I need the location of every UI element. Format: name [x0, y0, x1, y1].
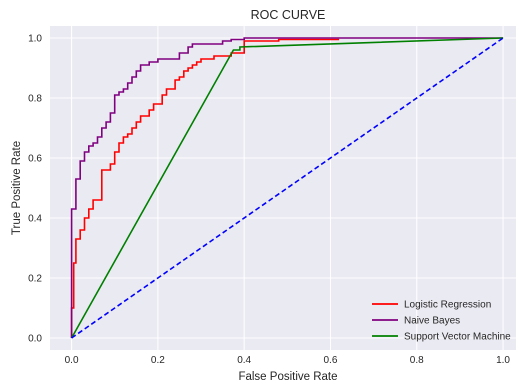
series-line-naive-bayes [70, 37, 504, 338]
chart-title: ROC CURVE [251, 8, 326, 22]
y-tick-label: 0.8 [28, 94, 42, 105]
x-tick-label: 0.4 [237, 355, 251, 366]
series-line-support-vector-machine [70, 37, 504, 339]
legend-label: Support Vector Machine [404, 332, 511, 343]
legend: Logistic Regression Naive Bayes Support Ve… [372, 300, 511, 343]
x-axis-ticks: 0.0 0.2 0.4 0.6 0.8 1.0 [65, 355, 511, 366]
y-tick-label: 1.0 [28, 34, 42, 45]
legend-label: Naive Bayes [404, 316, 460, 327]
x-tick-label: 0.2 [151, 355, 165, 366]
series-line-logistic-regression [70, 38, 340, 338]
series-layer [70, 37, 504, 339]
x-tick-label: 1.0 [496, 355, 510, 366]
grid-lines [50, 26, 516, 350]
y-axis-label: True Positive Rate [11, 141, 23, 235]
x-tick-label: 0.8 [410, 355, 424, 366]
legend-label: Logistic Regression [404, 300, 491, 311]
x-tick-label: 0.6 [324, 355, 338, 366]
y-tick-label: 0.0 [28, 334, 42, 345]
x-tick-label: 0.0 [65, 355, 79, 366]
plot-area [50, 26, 516, 350]
y-tick-label: 0.4 [28, 214, 42, 225]
y-tick-label: 0.6 [28, 154, 42, 165]
y-axis-ticks: 0.0 0.2 0.4 0.6 0.8 1.0 [28, 34, 42, 345]
y-tick-label: 0.2 [28, 274, 42, 285]
x-axis-label: False Positive Rate [238, 371, 337, 383]
